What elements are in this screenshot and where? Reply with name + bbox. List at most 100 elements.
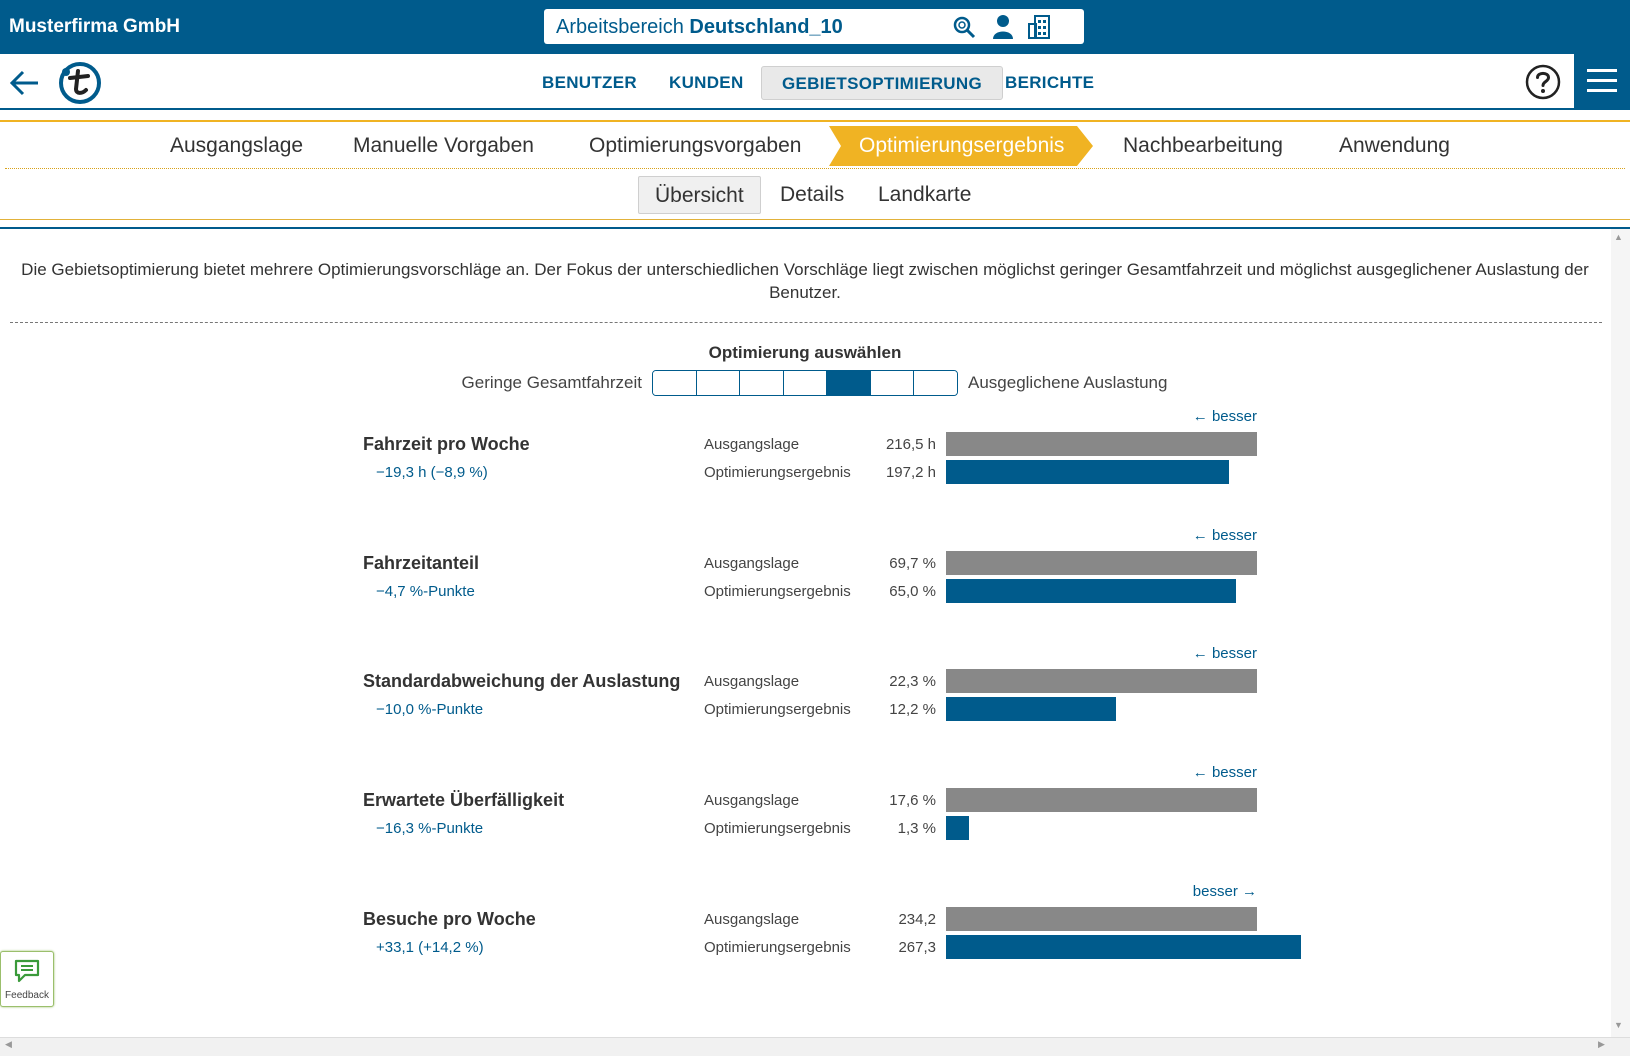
workspace-box[interactable]: Arbeitsbereich Deutschland_10 [544,9,1084,44]
horizontal-scrollbar[interactable] [0,1037,1630,1056]
result-value: 267,3 [898,939,936,956]
nav-berichte[interactable]: BERICHTE [1005,73,1095,92]
nav-benutzer[interactable]: BENUTZER [542,73,637,92]
search-icon[interactable] [950,13,978,41]
feedback-icon [14,959,40,983]
nav-kunden[interactable]: KUNDEN [669,73,744,92]
baseline-bar [946,432,1257,456]
workspace-title: Arbeitsbereich Deutschland_10 [556,16,843,39]
metric-title: Fahrzeitanteil [363,553,480,573]
step-ausgangslage[interactable]: Ausgangslage [170,134,304,157]
metric-besuche-pro-woche: besser → Besuche pro Woche +33,1 (+14,2 … [0,883,1630,993]
metric-title: Standardabweichung der Auslastung [363,671,681,691]
baseline-bar [946,907,1257,931]
building-icon[interactable] [1026,13,1054,41]
metric-title: Erwartete Überfälligkeit [363,790,565,810]
baseline-label: Ausgangslage [704,436,800,453]
result-bar [946,697,1116,721]
baseline-value: 17,6 % [889,792,936,809]
better-indicator: besser → [1192,883,1257,900]
menu-icon [1587,69,1617,92]
slider-segment[interactable] [827,371,871,395]
result-bar [946,579,1236,603]
workspace-prefix: Arbeitsbereich [556,16,684,38]
logo-icon [59,62,101,104]
content-divider [0,227,1630,229]
optimization-title: Optimierung auswählen [708,343,902,362]
metric-delta: −10,0 %-Punkte [376,701,484,718]
metric-delta: −19,3 h (−8,9 %) [376,464,488,481]
step-active-label: Optimierungsergebnis [859,134,1065,157]
user-icon[interactable] [989,13,1017,41]
better-indicator: ← besser [1192,764,1257,781]
slider-segment[interactable] [914,371,957,395]
scroll-up-icon[interactable]: ▲ [1614,232,1623,242]
step-optimierungsergebnis[interactable]: Optimierungsergebnis [829,126,1093,166]
steps-divider [5,168,1625,169]
slider-segment[interactable] [653,371,697,395]
top-bar: Musterfirma GmbH Arbeitsbereich Deutschl… [0,0,1630,54]
step-nachbearbeitung[interactable]: Nachbearbeitung [1123,134,1283,157]
metric-erwartete-ueberfaelligkeit: ← besser Erwartete Überfälligkeit −16,3 … [0,764,1630,874]
main-nav: BENUTZER KUNDEN GEBIETSOPTIMIERUNG BERIC… [0,54,1630,110]
metric-fahrzeit-pro-woche: ← besser Fahrzeit pro Woche −19,3 h (−8,… [0,408,1630,518]
vertical-scrollbar[interactable] [1611,229,1630,1037]
baseline-bar [946,551,1257,575]
help-icon[interactable] [1525,64,1561,100]
intro-text: Die Gebietsoptimierung bietet mehrere Op… [21,260,1589,302]
slider-segment[interactable] [740,371,784,395]
scroll-right-icon[interactable]: ▶ [1598,1039,1605,1049]
intro-divider [10,322,1602,323]
scroll-left-icon[interactable]: ◀ [5,1039,12,1049]
slider-segment[interactable] [870,371,915,395]
menu-button[interactable] [1574,54,1630,108]
metric-title: Besuche pro Woche [363,909,536,929]
metric-delta: +33,1 (+14,2 %) [376,939,484,956]
baseline-bar [946,669,1257,693]
feedback-button[interactable]: Feedback [0,951,54,1007]
tab-details[interactable]: Details [780,183,845,206]
baseline-label: Ausgangslage [704,673,800,690]
result-value: 12,2 % [889,701,936,718]
nav-gebietsoptimierung[interactable]: GEBIETSOPTIMIERUNG [761,66,1003,100]
result-label: Optimierungsergebnis [704,464,851,481]
better-indicator: ← besser [1192,645,1257,662]
process-steps: Ausgangslage Manuelle Vorgaben Optimieru… [0,120,1630,170]
result-value: 1,3 % [897,820,936,837]
baseline-label: Ausgangslage [704,911,800,928]
baseline-value: 234,2 [898,911,936,928]
feedback-label: Feedback [5,990,49,1001]
slider-segment[interactable] [783,371,828,395]
metric-fahrzeitanteil: ← besser Fahrzeitanteil −4,7 %-Punkte Au… [0,527,1630,637]
metric-delta: −4,7 %-Punkte [376,583,475,600]
optimization-right-label: Ausgeglichene Auslastung [968,373,1168,392]
better-indicator: ← besser [1192,527,1257,544]
result-label: Optimierungsergebnis [704,820,851,837]
tab-uebersicht[interactable]: Übersicht [638,176,761,214]
result-label: Optimierungsergebnis [704,939,851,956]
metric-delta: −16,3 %-Punkte [376,820,484,837]
slider-segment[interactable] [696,371,741,395]
step-anwendung[interactable]: Anwendung [1339,134,1450,157]
tab-landkarte[interactable]: Landkarte [878,183,972,206]
company-name: Musterfirma GmbH [9,16,181,37]
scroll-down-icon[interactable]: ▼ [1614,1020,1623,1030]
better-indicator: ← besser [1192,408,1257,425]
result-bar [946,935,1301,959]
baseline-label: Ausgangslage [704,555,800,572]
result-value: 197,2 h [885,464,936,481]
optimization-left-label: Geringe Gesamtfahrzeit [461,373,642,392]
baseline-value: 216,5 h [885,436,936,453]
result-label: Optimierungsergebnis [704,583,851,600]
optimization-slider[interactable] [652,370,958,396]
sub-tabs: Übersicht Details Landkarte [0,170,1630,220]
result-bar [946,460,1229,484]
step-manuelle-vorgaben[interactable]: Manuelle Vorgaben [353,134,534,157]
result-label: Optimierungsergebnis [704,701,851,718]
back-arrow-icon[interactable] [8,66,42,100]
result-bar [946,816,969,840]
metric-standardabweichung-auslastung: ← besser Standardabweichung der Auslastu… [0,645,1630,755]
baseline-value: 69,7 % [889,555,936,572]
step-optimierungsvorgaben[interactable]: Optimierungsvorgaben [589,134,802,157]
result-value: 65,0 % [889,583,936,600]
